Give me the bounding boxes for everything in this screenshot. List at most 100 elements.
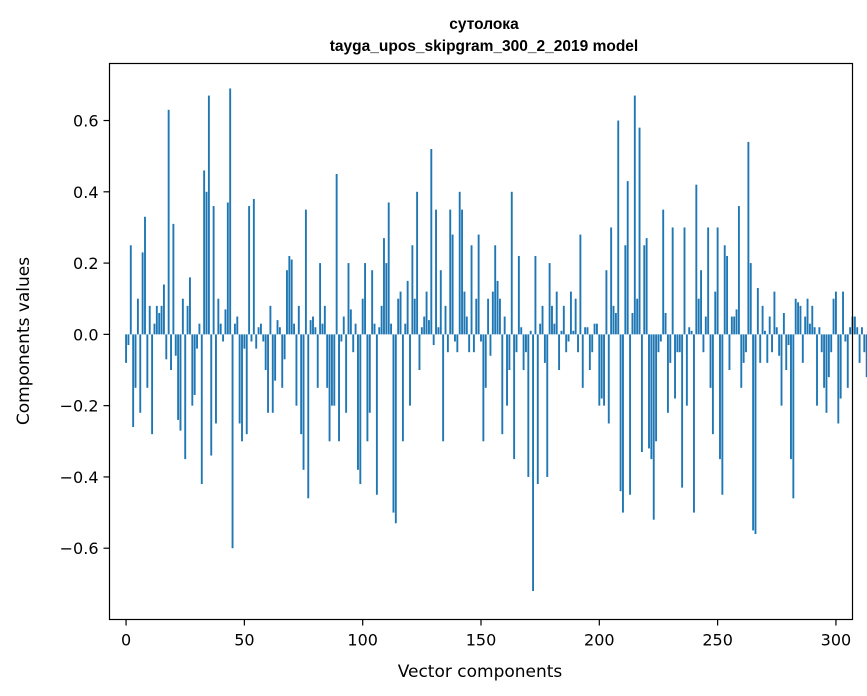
bar-2 [129,245,132,335]
bar-289 [808,323,811,335]
bar-145 [468,334,471,353]
bar-157 [496,280,499,335]
bar-198 [593,323,596,335]
bar-74 [300,334,303,435]
bar-192 [579,234,582,335]
bar-270 [764,330,766,335]
bar-278 [782,312,785,335]
bar-222 [650,334,653,460]
bar-24 [181,298,184,335]
bar-254 [726,255,729,335]
bar-82 [319,263,322,335]
bar-247 [709,334,712,388]
bar-106 [375,334,378,495]
bar-147 [472,334,475,353]
bar-41 [222,334,225,342]
bar-290 [811,305,814,335]
bar-162 [508,334,511,371]
bar-215 [633,95,636,335]
bar-233 [676,334,679,353]
bar-56 [257,327,260,335]
bar-259 [737,206,740,335]
bar-168 [522,334,525,371]
bar-212 [626,181,629,335]
bar-189 [572,330,575,335]
bar-188 [569,291,572,335]
bar-137 [449,209,452,335]
bar-298 [830,334,833,353]
bar-49 [241,334,243,442]
bar-228 [664,312,667,335]
x-tick-label: 0 [121,631,131,650]
bar-99 [359,334,362,485]
bar-225 [657,334,660,353]
bar-52 [248,206,251,335]
bar-146 [470,245,473,335]
bar-196 [588,334,591,371]
bar-104 [371,270,374,335]
bar-44 [229,88,232,335]
bar-272 [768,316,771,335]
bar-236 [683,227,686,335]
bar-252 [721,334,724,495]
bar-73 [297,305,300,335]
bar-88 [333,334,336,406]
bar-113 [392,334,395,513]
bar-309 [856,327,859,335]
bar-48 [238,334,241,424]
bar-281 [790,334,792,460]
bar-256 [730,316,733,335]
bar-201 [600,334,603,399]
bar-91 [340,334,343,342]
bar-171 [529,330,532,335]
bar-280 [787,334,790,346]
y-tick-label: −0.6 [60,539,99,558]
bar-194 [584,327,587,335]
bar-101 [364,263,366,335]
bar-21 [174,334,177,356]
bar-76 [304,209,307,335]
bar-0 [125,334,128,363]
bar-175 [539,323,542,335]
bar-94 [347,263,350,335]
bar-148 [475,298,478,335]
bar-243 [700,270,702,335]
bar-260 [740,334,743,388]
bar-207 [614,312,617,335]
bar-155 [491,291,494,335]
bar-313 [865,334,867,378]
bar-34 [205,191,208,335]
bar-141 [458,191,461,335]
bar-112 [390,323,393,335]
bar-102 [366,334,369,442]
bar-169 [525,334,527,353]
bar-13 [155,305,158,335]
bar-160 [503,316,506,335]
bar-190 [574,298,577,335]
bar-245 [704,316,707,335]
bar-55 [255,334,258,349]
x-tick-label: 200 [584,631,615,650]
bar-216 [636,298,639,335]
bar-186 [565,334,568,353]
bar-138 [451,234,454,335]
bar-6 [139,334,142,413]
bar-149 [477,234,480,335]
bar-60 [267,334,269,413]
bar-100 [361,298,364,335]
bar-258 [735,309,738,335]
bar-279 [785,334,788,371]
bar-5 [136,298,139,335]
bar-26 [186,305,189,335]
bar-312 [863,334,866,353]
bar-182 [555,291,558,335]
bar-111 [387,202,390,335]
bar-45 [231,334,234,549]
bar-50 [243,334,246,349]
bar-177 [543,334,546,363]
bar-223 [652,334,655,520]
bar-308 [853,316,856,335]
bar-17 [165,334,168,360]
bar-262 [745,334,747,353]
